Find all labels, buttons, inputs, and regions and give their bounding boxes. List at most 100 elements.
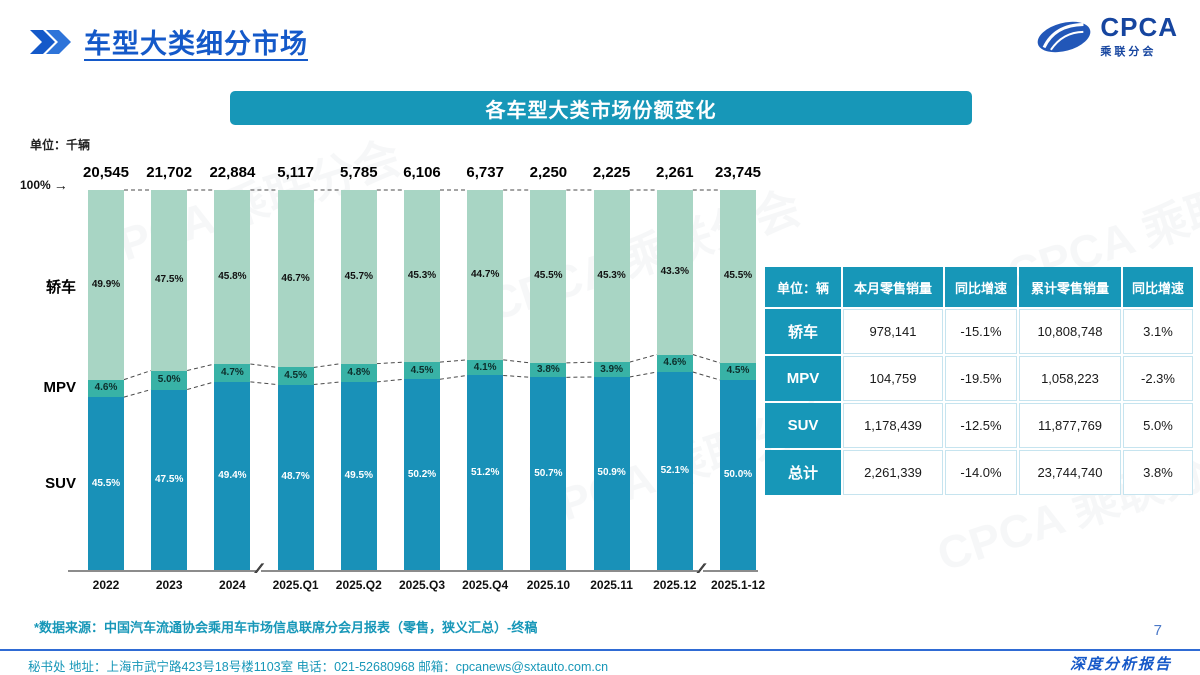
stacked-bar-2025.10: 45.5% 3.8% 50.7%: [530, 190, 567, 570]
table-cell: -19.5%: [945, 356, 1017, 401]
segment-mpv: 5.0%: [151, 370, 188, 390]
unit-label: 单位：千辆: [30, 138, 91, 152]
segment-suv: 45.5%: [88, 397, 124, 570]
cpca-emblem-icon: [1037, 21, 1091, 52]
table-cell: 3.1%: [1123, 309, 1193, 354]
segment-percent-label: 51.2%: [471, 466, 500, 478]
table-cell: 978,141: [843, 309, 943, 354]
segment-suv: 49.5%: [340, 381, 377, 570]
section-banner: 各车型大类市场份额变化: [230, 91, 972, 125]
stacked-bar-2022: 49.9% 4.6% 45.5%: [88, 190, 124, 570]
x-axis-category-label: 2025.Q2: [335, 578, 382, 592]
segment-suv: 50.7%: [530, 377, 567, 570]
segment-percent-label: 50.2%: [407, 468, 437, 480]
segment-percent-label: 45.5%: [91, 477, 121, 489]
x-axis-category-label: 2024: [219, 578, 246, 592]
table-header-cum-yoy: 同比增速: [1123, 267, 1193, 307]
table-header-yoy: 同比增速: [945, 267, 1017, 307]
segment-mpv: 4.6%: [656, 354, 693, 372]
segment-percent-label: 4.1%: [473, 361, 497, 373]
segment-percent-label: 46.7%: [281, 272, 310, 284]
stacked-bar-2025.11: 45.3% 3.9% 50.9%: [593, 190, 630, 570]
page-title: 车型大类细分市场: [84, 29, 308, 59]
table-row: MPV 104,759 -19.5% 1,058,223 -2.3%: [765, 356, 1193, 401]
y-axis-100-label: 100% →: [20, 177, 68, 193]
table-cell: 2,261,339: [843, 450, 943, 495]
page-number: 7: [1153, 622, 1162, 639]
segment-sedan: 45.7%: [340, 190, 377, 364]
segment-percent-label: 5.0%: [157, 374, 181, 385]
x-axis-category-label: 2023: [155, 578, 183, 592]
header: 车型大类细分市场: [28, 22, 308, 61]
axis-break-icon: ∕∕: [698, 560, 704, 577]
segment-mpv: 4.7%: [214, 364, 251, 382]
logo-acronym: CPCA: [1100, 12, 1178, 42]
segment-suv: 50.0%: [720, 379, 756, 570]
cpca-logo: CPCA 乘联分会: [1034, 14, 1178, 59]
segment-percent-label: 45.7%: [344, 270, 373, 282]
x-axis-category-label: 2025.Q1: [272, 578, 319, 592]
segment-suv: 48.7%: [277, 384, 314, 570]
segment-percent-label: 49.9%: [91, 278, 121, 290]
segment-percent-label: 47.5%: [155, 473, 184, 485]
bar-total-label: 22,884: [209, 164, 256, 181]
table-header-unit: 单位：辆: [765, 267, 841, 307]
stacked-bar-2025.Q3: 45.3% 4.5% 50.2%: [404, 190, 440, 570]
segment-percent-label: 4.7%: [220, 366, 244, 378]
bar-total-label: 20,545: [83, 164, 129, 181]
segment-percent-label: 47.5%: [155, 274, 184, 286]
segment-suv: 51.2%: [467, 375, 504, 570]
table-row: SUV 1,178,439 -12.5% 11,877,769 5.0%: [765, 403, 1193, 448]
x-axis-category-label: 2025.10: [526, 578, 571, 592]
series-label-mpv: MPV: [43, 379, 76, 397]
x-axis-line: [68, 570, 758, 572]
segment-suv: 47.5%: [151, 389, 188, 570]
stacked-bar-2025.Q1: 46.7% 4.5% 48.7%: [277, 190, 314, 570]
footer-contact-info: 秘书处 地址：上海市武宁路423号18号楼1103室 电话：021-526809…: [28, 660, 609, 674]
segment-percent-label: 3.9%: [600, 363, 623, 375]
bar-total-label: 5,117: [277, 164, 314, 181]
bar-total-label: 5,785: [340, 164, 378, 181]
bar-total-label: 2,250: [529, 164, 568, 181]
segment-suv: 49.4%: [214, 381, 251, 570]
segment-sedan: 44.7%: [467, 190, 504, 360]
segment-sedan: 45.5%: [530, 190, 567, 363]
stacked-bar-2025.Q4: 44.7% 4.1% 51.2%: [467, 190, 504, 570]
stacked-bar-2025.12: 43.3% 4.6% 52.1%: [656, 190, 693, 570]
stacked-bar-2024: 45.8% 4.7% 49.4%: [214, 190, 251, 570]
segment-mpv: 4.5%: [720, 362, 756, 380]
bar-total-label: 23,745: [715, 164, 761, 181]
x-axis-category-label: 2025.12: [653, 578, 697, 592]
segment-percent-label: 49.5%: [344, 469, 373, 481]
table-row-label: 轿车: [765, 309, 841, 354]
segment-mpv: 3.8%: [530, 362, 567, 378]
table-cell: 1,178,439: [843, 403, 943, 448]
segment-mpv: 3.9%: [593, 362, 630, 377]
logo-subtitle: 乘联分会: [1100, 46, 1157, 58]
segment-suv: 52.1%: [656, 372, 693, 570]
bar-total-label: 2,225: [592, 164, 631, 181]
segment-mpv: 4.5%: [404, 362, 440, 380]
x-axis-category-label: 2025.Q4: [462, 578, 509, 592]
table-row: 轿车 978,141 -15.1% 10,808,748 3.1%: [765, 309, 1193, 354]
segment-percent-label: 45.3%: [407, 270, 437, 282]
x-axis-category-label: 2025.11: [590, 578, 633, 592]
x-axis-category-label: 2025.1-12: [710, 578, 766, 592]
table-row: 总计 2,261,339 -14.0% 23,744,740 3.8%: [765, 450, 1193, 495]
segment-sedan: 45.8%: [214, 190, 251, 365]
bar-total-label: 21,702: [146, 164, 193, 181]
banner-title: 各车型大类市场份额变化: [485, 99, 717, 122]
segment-percent-label: 45.5%: [723, 270, 753, 282]
segment-percent-label: 43.3%: [660, 266, 689, 278]
stacked-bar-chart: 20,545 49.9% 4.6% 45.5% 2022 21,702 47.5% 5.0% 4…: [43, 160, 765, 620]
table-cell: 3.8%: [1123, 450, 1193, 495]
table-cell: 10,808,748: [1019, 309, 1121, 354]
double-chevron-icon: [30, 29, 71, 54]
cpca-logo-text: CPCA 乘联分会: [1100, 14, 1178, 59]
table-cell: 11,877,769: [1019, 403, 1121, 448]
bar-total-label: 6,106: [403, 164, 441, 181]
right-arrow-icon: →: [53, 177, 68, 193]
table-row-label: 总计: [765, 450, 841, 495]
x-axis-category-label: 2025.Q3: [398, 578, 446, 592]
segment-sedan: 47.5%: [151, 190, 188, 371]
